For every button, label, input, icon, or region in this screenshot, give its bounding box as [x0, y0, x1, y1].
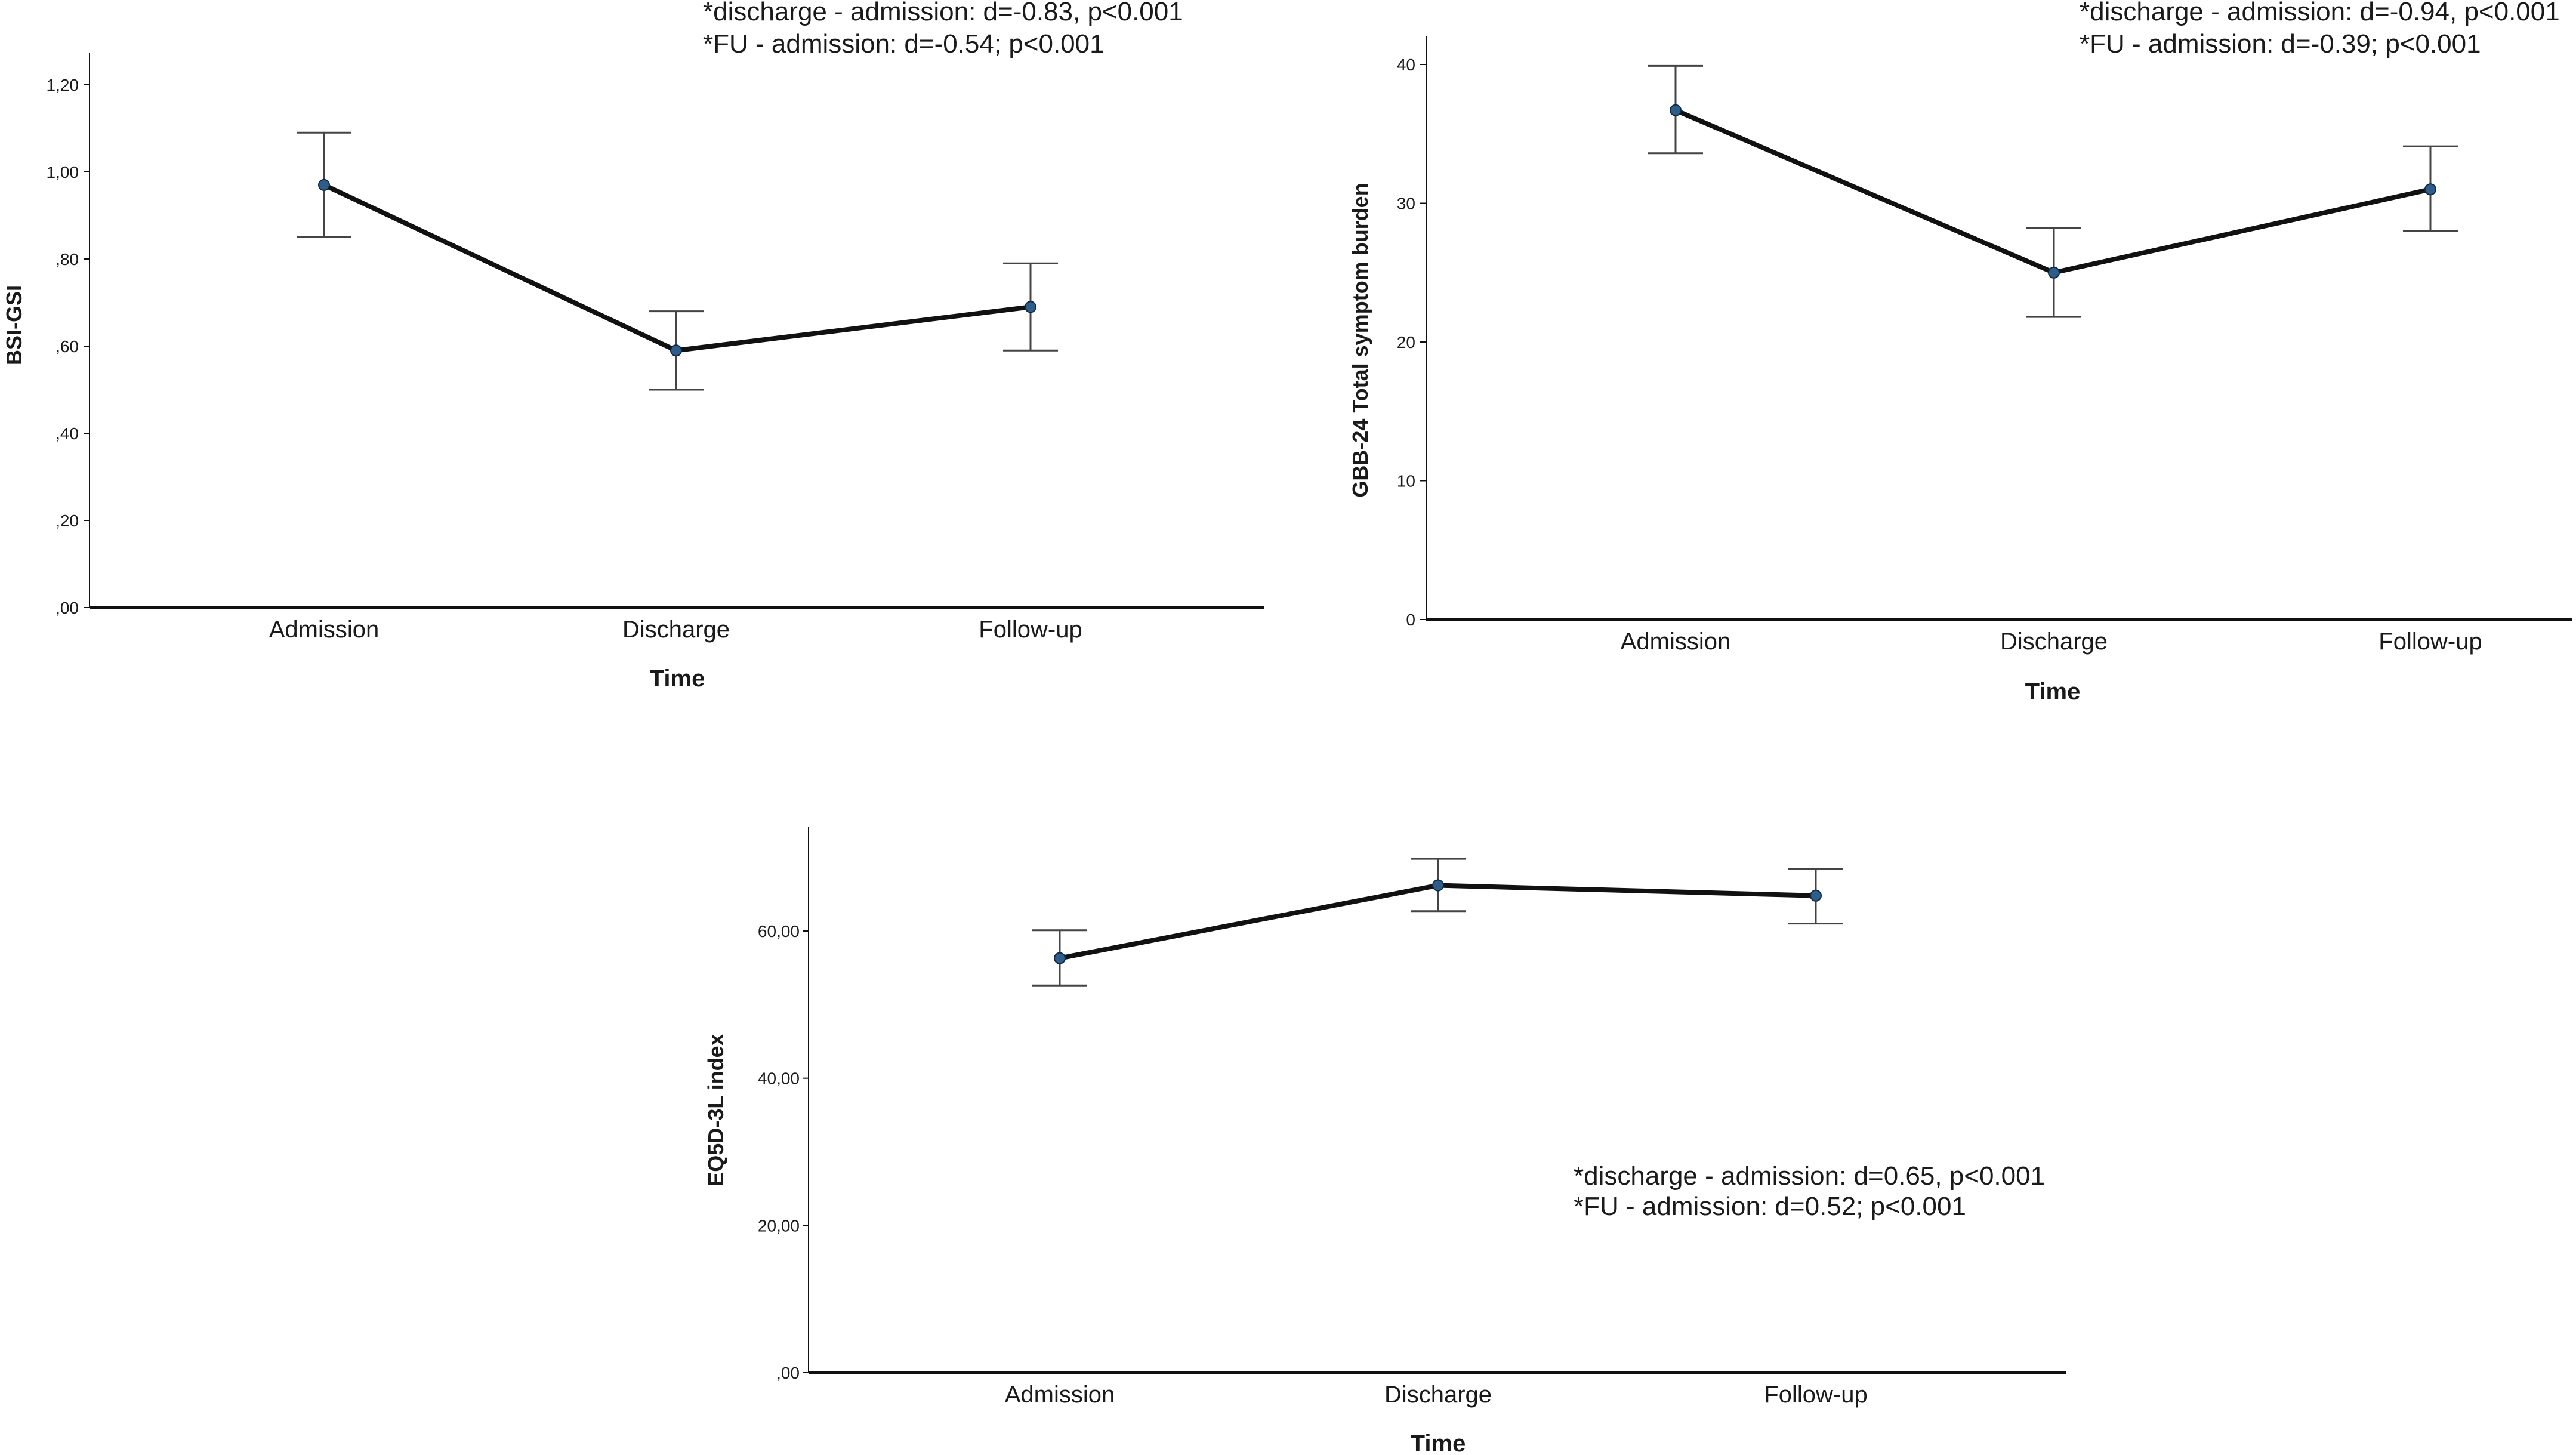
annotation-2: *FU - admission: d=-0.39; p<0.001: [2080, 29, 2481, 58]
y-tick-label: ,20: [55, 511, 79, 530]
x-tick-label: Admission: [269, 616, 380, 643]
y-tick-label: ,00: [776, 1364, 800, 1382]
data-point: [2048, 266, 2060, 279]
y-axis-title: GBB-24 Total symptom burden: [1348, 183, 1372, 497]
x-tick-label: Follow-up: [1764, 1382, 1867, 1408]
x-tick-label: Follow-up: [2378, 628, 2482, 655]
y-axis-title: EQ5D-3L index: [704, 1034, 728, 1186]
y-tick-label: 60,00: [758, 922, 800, 941]
y-tick-label: ,00: [55, 599, 79, 617]
y-tick-label: 20,00: [758, 1216, 800, 1235]
y-tick-label: 1,20: [47, 76, 79, 94]
data-point: [670, 344, 682, 357]
y-tick-label: 40,00: [758, 1069, 800, 1088]
y-axis-title: BSI-GSI: [2, 285, 26, 365]
x-axis-title: Time: [2025, 679, 2081, 705]
x-axis-title: Time: [1411, 1431, 1466, 1455]
y-tick-label: 10: [1397, 472, 1415, 491]
x-tick-label: Discharge: [622, 616, 730, 643]
annotation-1: *discharge - admission: d=0.65, p<0.001: [1574, 1161, 2045, 1191]
chart-panel-gbb: *discharge - admission: d=-0.94, p<0.001…: [1348, 0, 2572, 705]
x-tick-label: Admission: [1005, 1382, 1115, 1408]
annotation-2: *FU - admission: d=0.52; p<0.001: [1574, 1192, 1966, 1221]
annotation-1: *discharge - admission: d=-0.83, p<0.001: [703, 0, 1183, 26]
data-point: [1025, 301, 1036, 313]
series-line: [323, 183, 1031, 353]
data-point: [1432, 879, 1444, 892]
annotation-2: *FU - admission: d=-0.54; p<0.001: [703, 29, 1105, 58]
y-tick-label: ,80: [55, 250, 79, 269]
y-tick-label: 0: [1406, 611, 1415, 629]
chart-panel-eq5d: *discharge - admission: d=0.65, p<0.001 …: [704, 827, 2066, 1455]
data-point: [318, 178, 330, 191]
x-axis-title: Time: [650, 665, 705, 692]
data-point: [1810, 889, 1822, 902]
y-tick-label: 40: [1397, 56, 1415, 74]
annotation-1: *discharge - admission: d=-0.94, p<0.001: [2080, 0, 2560, 26]
y-tick-label: ,40: [55, 424, 79, 443]
y-tick-label: ,60: [55, 337, 79, 356]
y-tick-label: 20: [1397, 333, 1415, 352]
data-point: [1670, 104, 1682, 116]
y-tick-label: 30: [1397, 195, 1415, 213]
data-point: [2424, 183, 2436, 196]
x-tick-label: Discharge: [2000, 628, 2108, 655]
y-tick-label: 1,00: [47, 163, 79, 181]
x-tick-label: Admission: [1621, 628, 1731, 655]
data-point: [1054, 952, 1066, 964]
x-tick-label: Follow-up: [979, 616, 1082, 643]
chart-panel-bsi: *discharge - admission: d=-0.83, p<0.001…: [2, 0, 1264, 692]
x-tick-label: Discharge: [1384, 1382, 1492, 1408]
